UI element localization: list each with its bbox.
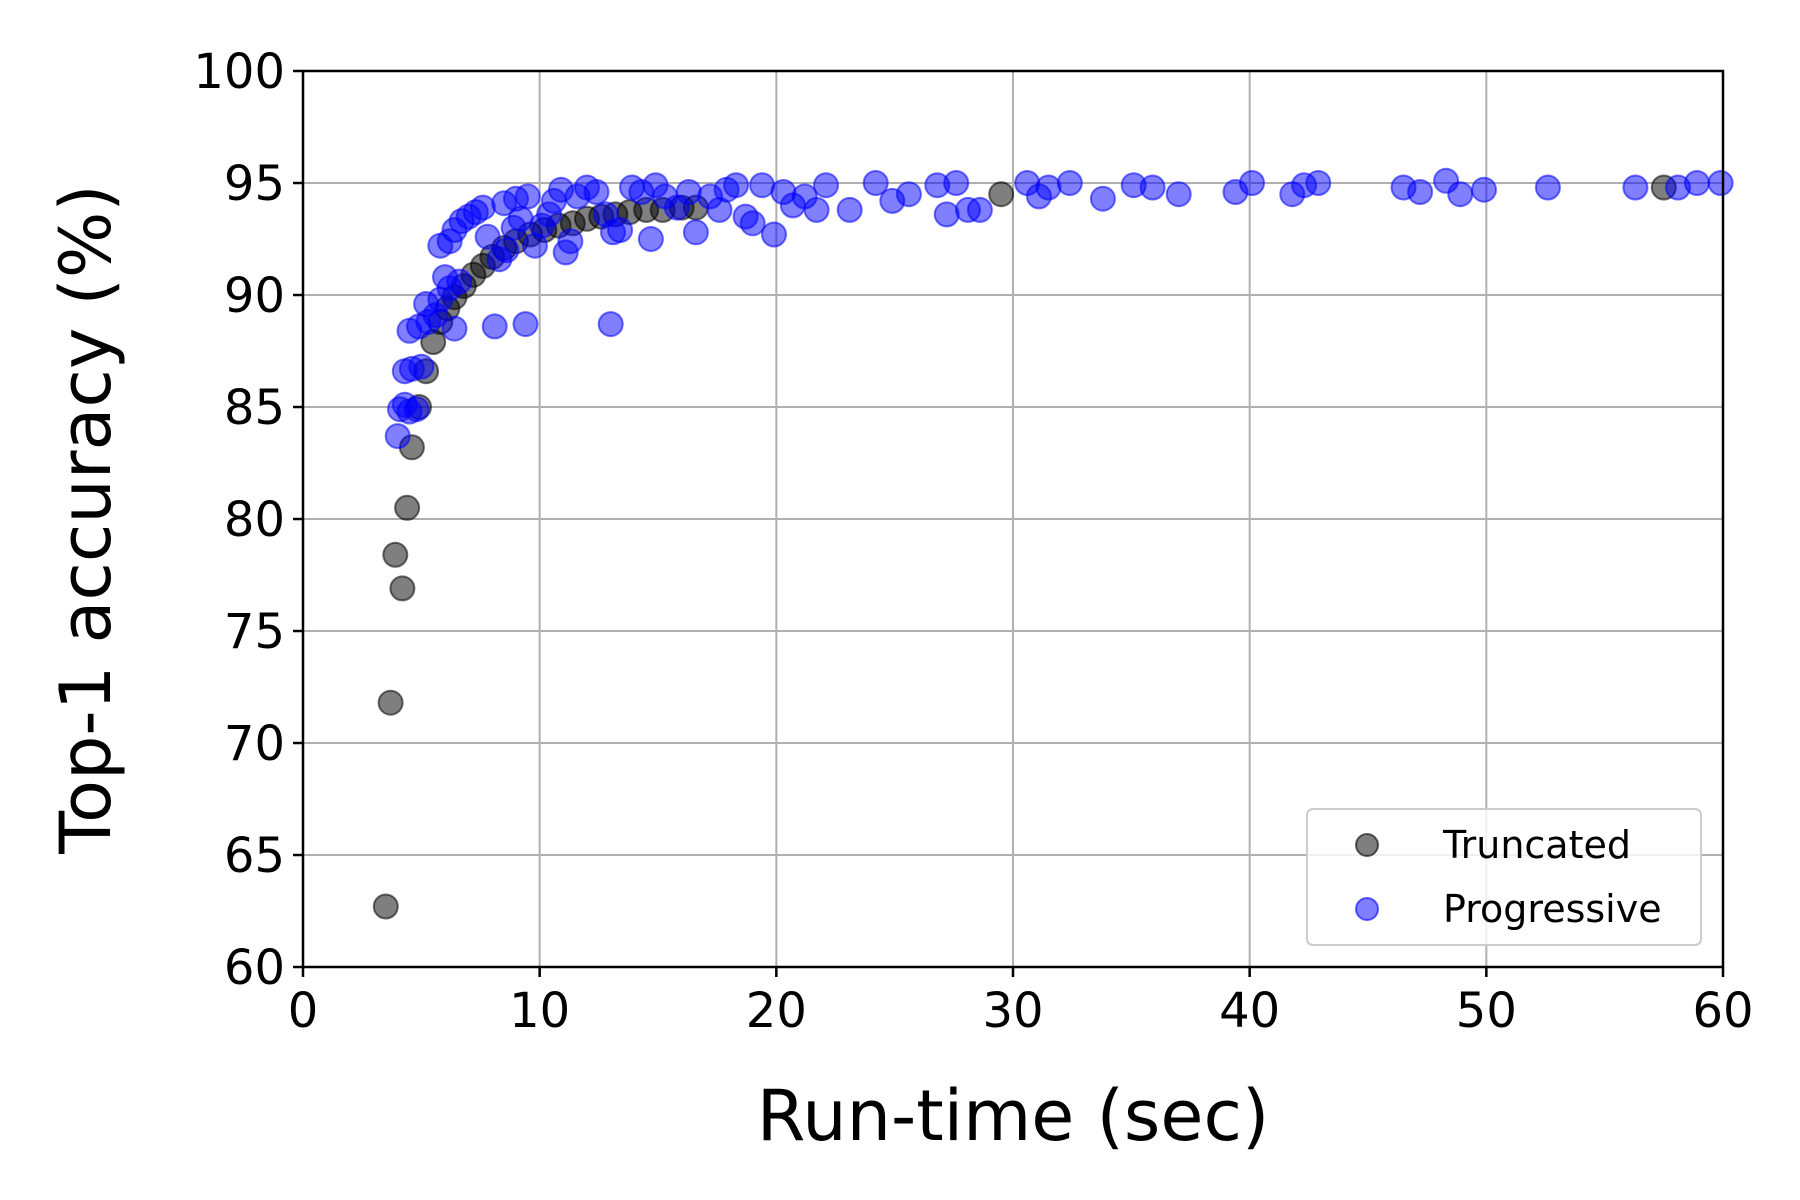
x-axis-label: Run-time (sec) [757, 1075, 1270, 1157]
point-progressive [1447, 181, 1474, 208]
x-tick-label: 60 [1692, 983, 1753, 1039]
point-progressive [408, 353, 435, 380]
point-progressive [1622, 174, 1649, 201]
point-progressive [1139, 174, 1166, 201]
x-tick-label: 20 [746, 983, 807, 1039]
point-progressive [1165, 181, 1192, 208]
axis-ticks: 0 10 20 30 40 50 60 60 65 70 75 80 85 90 95 100 [193, 44, 1753, 1039]
point-progressive [403, 396, 430, 423]
x-tick-label: 10 [509, 983, 570, 1039]
point-progressive [557, 228, 584, 255]
y-tick-label: 90 [224, 268, 285, 324]
point-truncated [372, 893, 399, 920]
series-progressive [384, 167, 1734, 450]
x-tick-label: 50 [1456, 983, 1517, 1039]
point-progressive [597, 311, 624, 338]
point-progressive [933, 201, 960, 228]
point-progressive [1707, 170, 1734, 196]
point-progressive [1305, 170, 1332, 196]
point-progressive [813, 172, 839, 199]
point-truncated [389, 575, 416, 602]
point-truncated [988, 181, 1015, 208]
legend-marker-progressive [1355, 897, 1379, 921]
point-progressive [682, 219, 709, 246]
point-progressive [1089, 185, 1116, 212]
legend-label-progressive: Progressive [1443, 887, 1662, 931]
point-progressive [474, 223, 501, 250]
point-progressive [1056, 170, 1083, 196]
point-progressive [723, 172, 750, 199]
legend: Truncated Progressive [1306, 808, 1702, 946]
point-progressive [1471, 176, 1497, 203]
point-progressive [514, 183, 541, 210]
point-progressive [441, 315, 468, 342]
point-truncated [382, 541, 409, 568]
point-progressive [836, 196, 863, 223]
point-progressive [966, 196, 993, 223]
point-progressive [583, 179, 610, 205]
point-truncated [377, 689, 404, 716]
point-truncated [394, 494, 421, 521]
x-tick-label: 30 [982, 983, 1043, 1039]
y-tick-label: 60 [224, 940, 285, 996]
legend-marker-truncated [1355, 833, 1379, 857]
legend-box [1306, 808, 1702, 946]
point-progressive [607, 217, 634, 243]
point-progressive [1534, 174, 1561, 201]
point-progressive [1239, 170, 1265, 196]
point-progressive [862, 170, 889, 196]
y-tick-label: 65 [224, 828, 285, 884]
y-tick-label: 100 [193, 44, 285, 100]
point-progressive [469, 194, 496, 221]
y-tick-label: 85 [224, 380, 285, 436]
point-progressive [895, 181, 922, 208]
point-progressive [1035, 174, 1062, 201]
y-tick-label: 95 [224, 156, 285, 212]
point-progressive [493, 237, 520, 264]
y-tick-label: 80 [224, 492, 285, 548]
point-progressive [432, 264, 458, 291]
point-progressive [761, 221, 787, 248]
point-progressive [481, 313, 508, 340]
y-axis-label: Top-1 accuracy (%) [45, 184, 127, 854]
legend-label-truncated: Truncated [1442, 823, 1631, 867]
point-progressive [803, 196, 830, 223]
point-progressive [637, 226, 664, 252]
y-tick-label: 75 [224, 604, 285, 660]
y-tick-label: 70 [224, 716, 285, 772]
data-points [372, 167, 1734, 920]
point-progressive [384, 423, 411, 450]
point-progressive [1684, 170, 1710, 196]
x-tick-label: 0 [288, 983, 319, 1039]
point-progressive [739, 210, 766, 237]
point-progressive [1407, 179, 1434, 205]
x-tick-label: 40 [1219, 983, 1280, 1039]
point-progressive [943, 170, 970, 196]
point-progressive [675, 179, 702, 205]
point-progressive [512, 311, 539, 338]
